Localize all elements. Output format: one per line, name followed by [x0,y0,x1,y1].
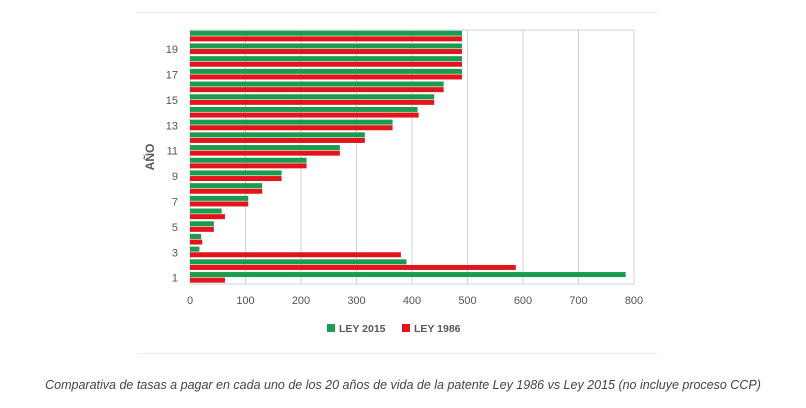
y-tick-label: 9 [172,171,178,183]
x-tick-label: 800 [625,295,643,307]
bar-ley2015-year-2 [190,259,407,265]
bar-ley2015-year-13 [190,119,393,125]
bar-ley1986-year-14 [190,112,419,118]
bar-ley2015-year-10 [190,157,307,163]
y-tick-label: 15 [166,95,178,107]
bar-ley1986-year-1 [190,277,225,283]
bar-ley2015-year-14 [190,106,418,112]
bar-ley1986-year-2 [190,264,516,270]
bar-ley2015-year-8 [190,183,263,189]
x-tick-label: 0 [187,295,193,307]
bar-ley2015-year-15 [190,94,435,100]
bar-ley2015-year-1 [190,272,626,278]
legend-swatch-ley1986 [402,324,410,332]
bar-ley2015-year-9 [190,170,282,176]
bar-ley2015-year-6 [190,208,222,214]
bar-ley1986-year-5 [190,226,214,232]
bar-ley1986-year-19 [190,49,462,55]
bar-ley1986-year-20 [190,36,462,42]
bar-ley2015-year-20 [190,30,462,36]
bar-ley2015-year-11 [190,145,340,151]
bar-ley1986-year-6 [190,214,225,220]
x-tick-label: 600 [514,295,532,307]
figure-caption: Comparativa de tasas a pagar en cada uno… [45,378,761,392]
y-tick-label: 7 [172,196,178,208]
bar-ley2015-year-16 [190,81,444,87]
bar-ley1986-year-11 [190,150,340,156]
x-tick-label: 700 [569,295,587,307]
y-tick-label: 19 [166,44,178,56]
y-tick-label: 13 [166,120,178,132]
bar-ley2015-year-3 [190,246,200,252]
bar-ley1986-year-9 [190,176,282,182]
bar-ley1986-year-7 [190,201,249,207]
chart-card: 0 100 200 300 400 500 600 700 800 1 3 5 7 9 11 13 15 17 19… [137,12,657,354]
bar-ley1986-year-15 [190,99,435,105]
bar-ley1986-year-10 [190,163,307,169]
bar-ley1986-year-3 [190,252,401,258]
bar-ley1986-year-12 [190,137,365,143]
bar-ley1986-year-18 [190,61,462,67]
bar-ley2015-year-18 [190,56,462,62]
legend-swatch-ley2015 [327,324,335,332]
bar-ley1986-year-4 [190,239,203,245]
bar-ley2015-year-7 [190,195,249,201]
bar-ley1986-year-8 [190,188,263,194]
bar-ley2015-year-4 [190,233,202,239]
bar-ley1986-year-16 [190,87,444,93]
bar-ley2015-year-19 [190,43,462,49]
y-tick-label: 1 [172,273,178,285]
x-tick-label: 500 [458,295,476,307]
plot-border [189,29,635,285]
y-tick-label: 5 [172,222,178,234]
bar-ley1986-year-17 [190,74,462,80]
bar-ley2015-year-12 [190,132,365,138]
legend-label: LEY 2015 [339,323,386,335]
legend-label: LEY 1986 [414,323,461,335]
y-tick-label: 17 [166,69,178,81]
y-tick-label: 3 [172,247,178,259]
x-tick-label: 400 [403,295,421,307]
x-tick-label: 200 [292,295,310,307]
bar-ley2015-year-17 [190,68,462,74]
y-axis-label: AÑO [142,144,157,171]
x-tick-label: 300 [347,295,365,307]
x-tick-label: 100 [236,295,254,307]
bar-ley1986-year-13 [190,125,393,131]
bar-chart: 0 100 200 300 400 500 600 700 800135791113151719… [142,29,643,335]
y-tick-label: 11 [167,146,178,158]
bar-ley2015-year-5 [190,221,214,227]
